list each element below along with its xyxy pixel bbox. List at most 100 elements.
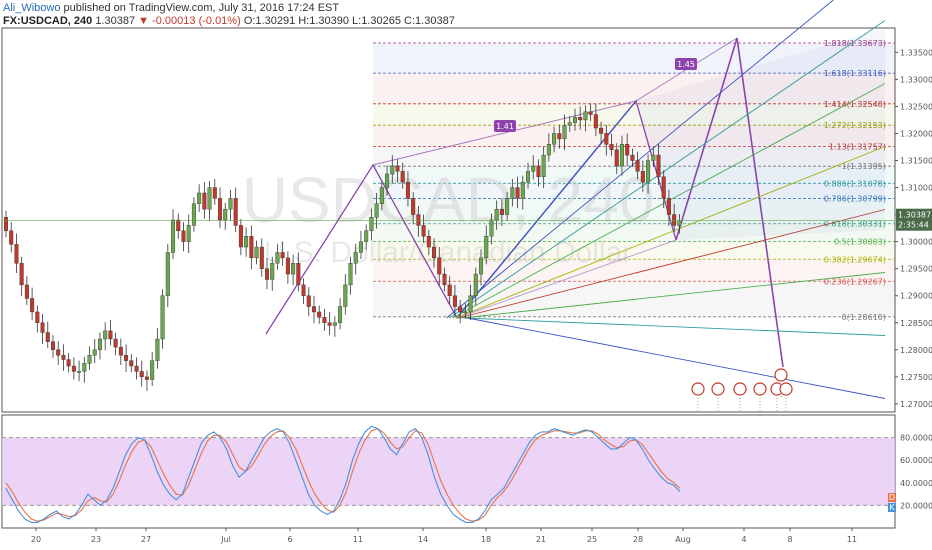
candle: [87, 355, 92, 364]
y-tick-label: 1.33500: [900, 48, 932, 57]
candle: [61, 355, 66, 360]
candle: [139, 371, 144, 378]
calendar-event-icon[interactable]: [691, 382, 705, 396]
y-tick-label: 1.28500: [900, 319, 932, 328]
calendar-event-icon[interactable]: [711, 382, 725, 396]
fib-zone: [373, 166, 895, 184]
candle: [197, 192, 202, 204]
y-tick-label: 1.30000: [900, 238, 932, 247]
candle: [77, 371, 82, 373]
candle: [468, 295, 473, 313]
candle: [463, 311, 468, 314]
candle: [651, 154, 656, 161]
candle: [228, 198, 233, 210]
candle: [515, 187, 520, 199]
y-tick-label: 1.32000: [900, 129, 932, 138]
candle: [458, 306, 463, 313]
candle: [311, 306, 316, 313]
y-tick-label: 1.31500: [900, 157, 932, 166]
x-tick-label: 6: [287, 535, 292, 544]
y-tick-label: 1.27000: [900, 400, 932, 409]
candle: [609, 144, 614, 150]
candle: [280, 252, 285, 259]
pitchfork-line: [464, 317, 886, 336]
pitchfork-line: [467, 317, 886, 399]
candle: [212, 187, 217, 199]
stoch-legend-label: K: [889, 503, 895, 512]
candle: [552, 133, 557, 145]
fib-level-label: 1.414(1.32548): [824, 100, 886, 109]
x-tick-label: 25: [587, 535, 597, 544]
fib-level-label: 0.886(1.31078): [824, 179, 886, 188]
candle: [144, 376, 149, 380]
candle: [275, 252, 280, 264]
pitchfork-line: [458, 209, 886, 319]
calendar-event-icon[interactable]: [753, 382, 767, 396]
symbol-line: FX:USDCAD, 240 1.30387 ▼ -0.00013 (-0.01…: [3, 15, 455, 27]
stoch-y-tick-label: 80.0000: [900, 434, 932, 443]
calendar-event-icon[interactable]: [779, 382, 793, 396]
candle: [484, 236, 489, 259]
y-tick-label: 1.27500: [900, 373, 932, 382]
candle: [233, 198, 238, 226]
candle: [332, 322, 337, 326]
candle: [442, 273, 447, 286]
fib-level-label: 0.236(1.29267): [824, 277, 886, 286]
fib-level-label: 1.618(1.33116): [824, 69, 886, 78]
candle: [479, 257, 484, 275]
y-tick-label: 1.28000: [900, 346, 932, 355]
pitchfork-line: [446, 0, 835, 319]
candle: [677, 220, 682, 226]
stoch-legend-box: [888, 493, 896, 502]
symbol-label[interactable]: FX:USDCAD, 240: [3, 15, 93, 27]
candle: [447, 284, 452, 296]
candle: [578, 117, 583, 121]
x-tick-label: 18: [481, 535, 491, 544]
candle: [557, 133, 562, 140]
candle: [124, 355, 129, 361]
x-tick-label: 21: [536, 535, 546, 544]
fib-level-label: 1.818(1.33673): [824, 39, 886, 48]
candle: [369, 217, 374, 232]
candle: [218, 198, 223, 221]
candle: [9, 230, 14, 245]
candle: [426, 236, 431, 248]
candle: [526, 171, 531, 183]
candle: [635, 160, 640, 172]
candle: [505, 198, 510, 215]
y-tick-label: 1.32500: [900, 102, 932, 111]
candle: [473, 273, 478, 296]
y-tick-label: 1.29500: [900, 265, 932, 274]
candle: [432, 246, 437, 259]
candle: [625, 144, 630, 156]
stoch-legend-box: [888, 503, 896, 512]
candle: [421, 225, 426, 237]
pitchfork-line: [449, 20, 886, 319]
candle: [599, 127, 604, 134]
ratio-label: 1.45: [677, 60, 695, 69]
publish-text: published on TradingView.com, July 31, 2…: [63, 2, 340, 14]
candle: [588, 111, 593, 115]
candle: [317, 311, 322, 318]
candle: [593, 114, 598, 129]
candle: [155, 338, 160, 361]
price-tag-value: 1.30387: [898, 211, 931, 220]
candle: [338, 306, 343, 323]
candle: [562, 125, 567, 140]
candle: [646, 160, 651, 183]
candle: [672, 214, 677, 226]
candle: [191, 203, 196, 226]
author-link[interactable]: Ali_Wibowo: [3, 2, 61, 14]
candle: [348, 263, 353, 286]
candle: [343, 284, 348, 307]
candle: [285, 257, 290, 275]
ratio-label-box: [675, 58, 697, 70]
candle: [390, 165, 395, 175]
fib-level-label: 0.786(1.30799): [824, 194, 886, 203]
calendar-event-icon[interactable]: [733, 382, 747, 396]
calendar-event-icon[interactable]: [774, 368, 788, 382]
candle: [327, 322, 332, 326]
candle: [160, 295, 165, 340]
stoch-legend-label: D: [889, 493, 895, 502]
